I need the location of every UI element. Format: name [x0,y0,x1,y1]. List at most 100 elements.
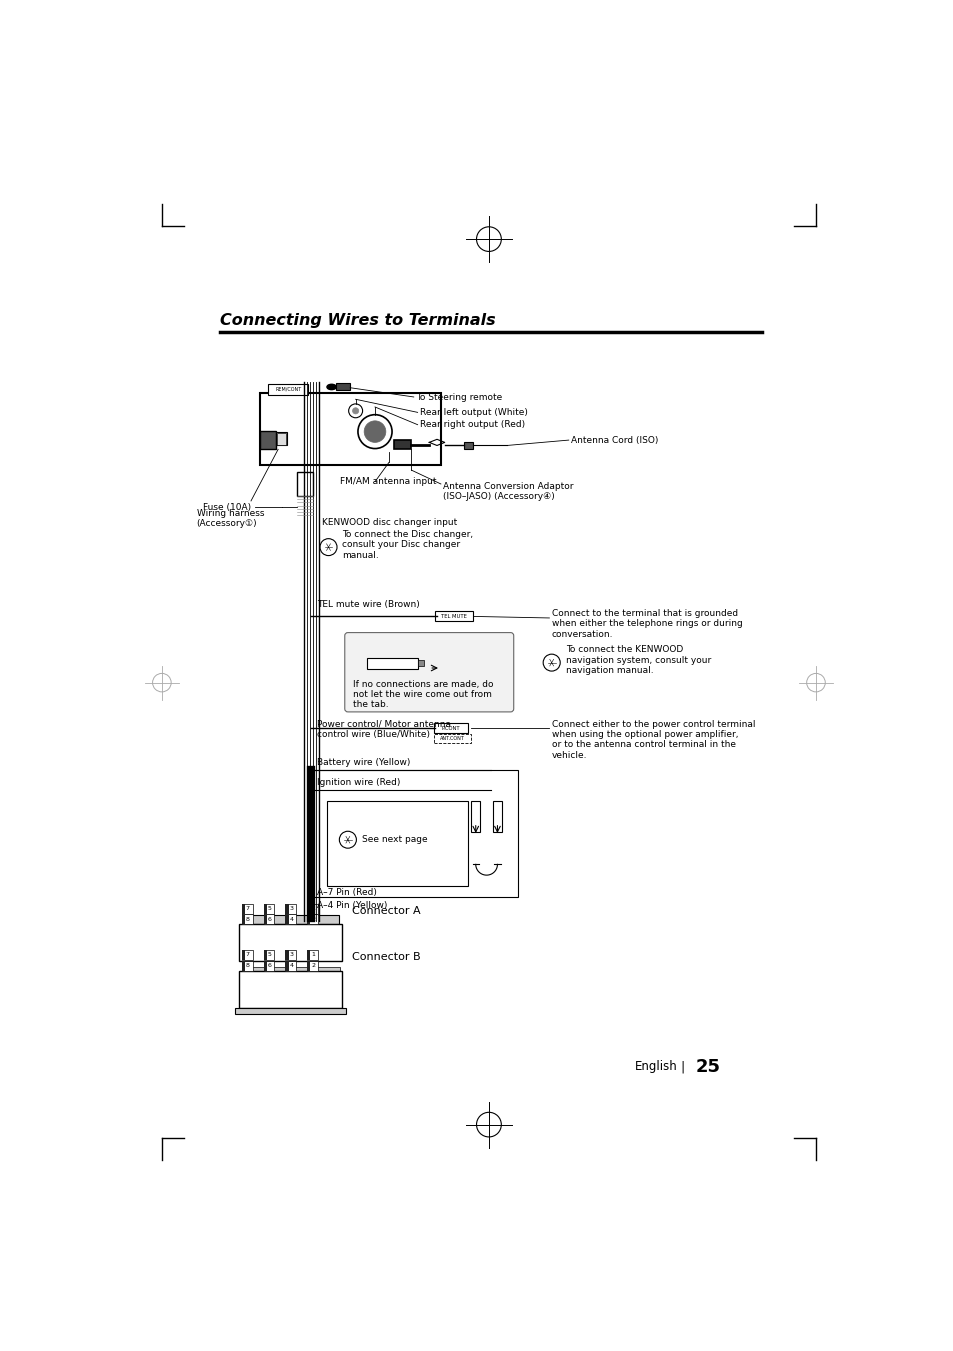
Bar [241,915,253,924]
Bar [327,801,468,886]
Bar [307,950,310,959]
Text: 4: 4 [290,916,294,921]
Text: 6: 6 [268,963,272,967]
Text: 3: 3 [290,905,294,911]
Bar [307,904,318,913]
Bar [285,950,296,959]
Text: 7: 7 [246,905,250,911]
Bar [263,904,274,913]
Bar [307,904,310,913]
Text: Rear right output (Red): Rear right output (Red) [419,420,524,430]
Bar [434,734,471,743]
Text: 8: 8 [246,916,250,921]
Bar [285,904,289,913]
Bar [285,950,289,959]
Text: 7: 7 [246,952,250,957]
Bar [394,440,411,450]
Bar [297,473,313,496]
Bar [263,961,267,970]
Bar [268,384,308,394]
Text: 25: 25 [695,1058,720,1075]
Text: Connector B: Connector B [352,951,420,962]
Bar [307,915,310,924]
Bar [285,961,296,970]
Text: Connector A: Connector A [352,905,420,916]
Text: Connect either to the power control terminal
when using the optional power ampli: Connect either to the power control term… [551,720,755,759]
Bar [241,961,253,970]
Bar [493,801,501,832]
Text: FM/AM antenna input: FM/AM antenna input [340,477,436,486]
Bar [239,970,342,1008]
Bar [241,967,340,973]
Text: REM/CONT: REM/CONT [274,386,301,392]
Bar [285,961,289,970]
Text: 8: 8 [246,963,250,967]
Bar [285,915,296,924]
Bar [260,393,440,465]
Text: 5: 5 [268,952,272,957]
Text: See next page: See next page [361,835,427,844]
Bar [241,915,245,924]
Text: 2: 2 [312,963,315,967]
Text: TEL MUTE: TEL MUTE [440,613,467,619]
Bar [260,431,275,450]
Bar [285,904,296,913]
Text: To connect the KENWOOD
navigation system, consult your
navigation manual.: To connect the KENWOOD navigation system… [565,646,710,676]
Bar [417,661,423,666]
Text: 1: 1 [312,952,315,957]
Bar [263,950,274,959]
Text: Antenna Conversion Adaptor
(ISO–JASO) (Accessory④): Antenna Conversion Adaptor (ISO–JASO) (A… [443,482,573,501]
Bar [307,961,318,970]
Text: Power control/ Motor antenna
control wire (Blue/White): Power control/ Motor antenna control wir… [316,720,451,739]
Text: |: | [679,1061,684,1074]
Bar [367,658,417,669]
Circle shape [364,422,385,442]
Bar [275,431,287,446]
Text: ANT.CONT: ANT.CONT [439,736,464,742]
Bar [263,915,274,924]
Text: To connect the Disc changer,
consult your Disc changer
manual.: To connect the Disc changer, consult you… [342,530,473,559]
Text: Rear left output (White): Rear left output (White) [419,408,527,417]
Text: 2: 2 [312,916,315,921]
Text: 4: 4 [290,963,294,967]
Text: Antenna Cord (ISO): Antenna Cord (ISO) [571,435,658,444]
Text: Wiring harness
(Accessory①): Wiring harness (Accessory①) [196,508,264,528]
Text: KENWOOD disc changer input: KENWOOD disc changer input [322,517,457,527]
Bar [307,915,318,924]
Ellipse shape [327,384,335,389]
Bar [471,801,480,832]
Polygon shape [243,915,338,924]
Text: Ignition wire (Red): Ignition wire (Red) [316,778,400,786]
Bar [435,611,473,621]
Bar [263,961,274,970]
Text: TEL mute wire (Brown): TEL mute wire (Brown) [316,600,419,609]
Bar [239,924,342,962]
Text: Battery wire (Yellow): Battery wire (Yellow) [316,758,410,767]
Text: English: English [634,1061,677,1074]
Bar [307,950,318,959]
Bar [307,961,310,970]
Bar [241,950,253,959]
Text: Connecting Wires to Terminals: Connecting Wires to Terminals [220,312,496,328]
Bar [263,915,267,924]
Bar [277,434,286,444]
Bar [241,904,245,913]
Text: P.CONT: P.CONT [441,725,459,731]
Text: If no connections are made, do
not let the wire come out from
the tab.: If no connections are made, do not let t… [353,680,494,709]
Text: To Steering remote: To Steering remote [416,393,502,403]
Bar [335,384,350,390]
Bar [241,904,253,913]
Bar [263,904,267,913]
Bar [311,770,517,897]
Text: Fuse (10A): Fuse (10A) [203,503,251,512]
Text: A–4 Pin (Yellow): A–4 Pin (Yellow) [316,901,387,909]
Text: 6: 6 [268,916,272,921]
Bar [241,961,245,970]
Text: Connect to the terminal that is grounded
when either the telephone rings or duri: Connect to the terminal that is grounded… [551,609,741,639]
Circle shape [353,408,358,413]
Bar [434,723,468,732]
Text: A–7 Pin (Red): A–7 Pin (Red) [316,888,376,897]
Text: 1: 1 [312,905,315,911]
Bar [464,442,473,449]
Text: 5: 5 [268,905,272,911]
